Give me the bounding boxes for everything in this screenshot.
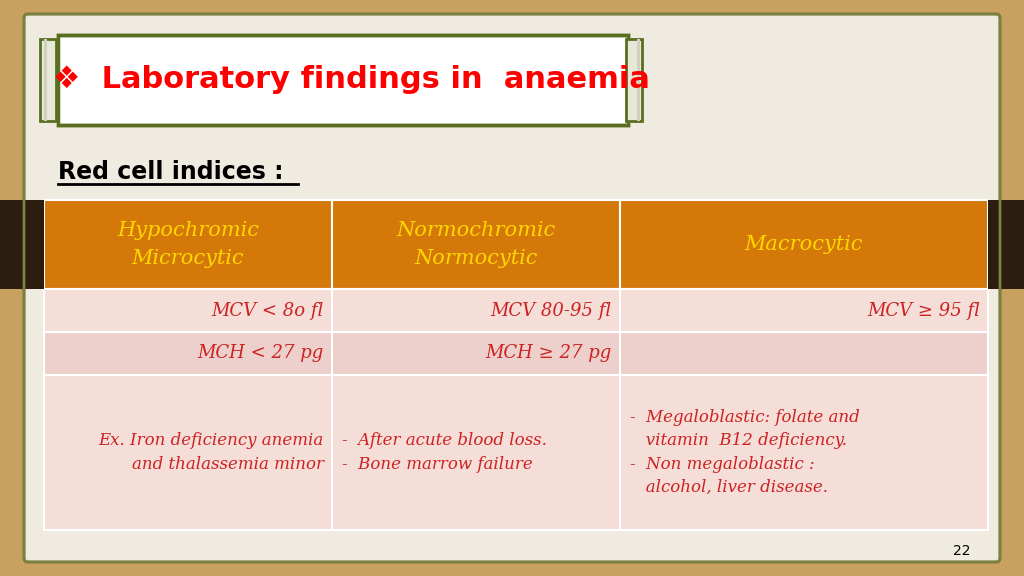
Bar	[988, 200, 1024, 289]
Text: MCV < 8o fl: MCV < 8o fl	[212, 302, 324, 320]
Bar	[44, 375, 332, 530]
Bar	[626, 39, 642, 121]
Bar	[40, 39, 56, 121]
Bar	[620, 289, 988, 332]
Bar	[620, 200, 988, 289]
Text: -  After acute blood loss.
-  Bone marrow failure: - After acute blood loss. - Bone marrow …	[342, 432, 547, 473]
Bar	[620, 375, 988, 530]
FancyBboxPatch shape	[24, 14, 1000, 562]
Bar	[332, 200, 620, 289]
Text: MCV ≥ 95 fl: MCV ≥ 95 fl	[867, 302, 980, 320]
Bar	[332, 332, 620, 375]
Bar	[332, 289, 620, 332]
Text: MCH < 27 pg: MCH < 27 pg	[198, 344, 324, 362]
Text: 22: 22	[952, 544, 970, 558]
Bar	[620, 332, 988, 375]
Text: Hypochromic
Microcytic: Hypochromic Microcytic	[117, 221, 259, 268]
Text: MCH ≥ 27 pg: MCH ≥ 27 pg	[485, 344, 612, 362]
Text: Macrocytic: Macrocytic	[744, 235, 863, 254]
Bar	[44, 332, 332, 375]
Bar	[637, 39, 640, 121]
Bar	[58, 35, 628, 125]
Text: MCV 80-95 fl: MCV 80-95 fl	[490, 302, 612, 320]
Text: Ex. Iron deficiency anemia
and thalassemia minor: Ex. Iron deficiency anemia and thalassem…	[98, 432, 324, 473]
Text: ❖  Laboratory findings in  anaemia: ❖ Laboratory findings in anaemia	[52, 66, 649, 94]
Text: Normochromic
Normocytic: Normochromic Normocytic	[396, 221, 555, 268]
Bar	[44, 39, 47, 121]
Bar	[0, 200, 44, 289]
Text: -  Megaloblastic: folate and
   vitamin  B12 deficiency.
-  Non megaloblastic :
: - Megaloblastic: folate and vitamin B12 …	[630, 409, 859, 496]
Bar	[44, 200, 332, 289]
Bar	[332, 375, 620, 530]
Text: Red cell indices :: Red cell indices :	[58, 160, 284, 184]
Bar	[44, 289, 332, 332]
